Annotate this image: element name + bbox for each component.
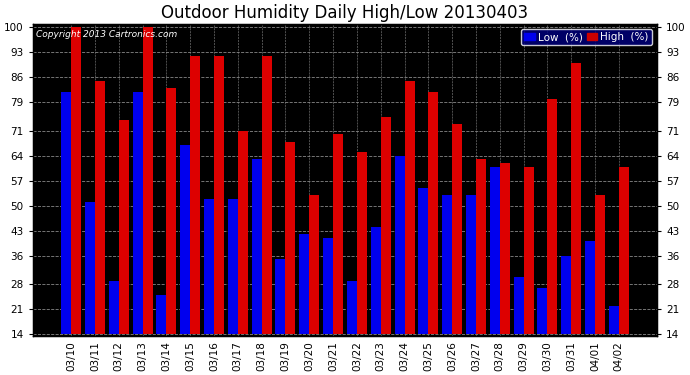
Bar xyxy=(299,234,309,334)
Bar xyxy=(381,117,391,334)
Bar xyxy=(395,156,404,334)
Legend: Low  (%), High  (%): Low (%), High (%) xyxy=(521,29,652,45)
Bar xyxy=(333,134,343,334)
Bar xyxy=(166,88,177,334)
Bar xyxy=(119,120,129,334)
Bar xyxy=(262,56,272,334)
Bar xyxy=(109,281,119,334)
Bar xyxy=(347,281,357,334)
Bar xyxy=(619,166,629,334)
Bar xyxy=(404,81,415,334)
Bar xyxy=(357,152,367,334)
Bar xyxy=(309,195,319,334)
Bar xyxy=(132,92,143,334)
Bar xyxy=(238,131,248,334)
Bar xyxy=(538,288,547,334)
Bar xyxy=(323,238,333,334)
Bar xyxy=(490,166,500,334)
Bar xyxy=(61,92,71,334)
Text: Copyright 2013 Cartronics.com: Copyright 2013 Cartronics.com xyxy=(36,30,177,39)
Bar xyxy=(500,163,510,334)
Bar xyxy=(214,56,224,334)
Bar xyxy=(452,124,462,334)
Bar xyxy=(286,141,295,334)
Bar xyxy=(85,202,95,334)
Bar xyxy=(228,199,238,334)
Bar xyxy=(190,56,200,334)
Bar xyxy=(252,159,262,334)
Bar xyxy=(71,27,81,334)
Bar xyxy=(275,260,286,334)
Bar xyxy=(585,242,595,334)
Bar xyxy=(428,92,438,334)
Bar xyxy=(157,295,166,334)
Bar xyxy=(513,277,524,334)
Bar xyxy=(561,256,571,334)
Bar xyxy=(180,145,190,334)
Bar xyxy=(595,195,605,334)
Bar xyxy=(143,27,152,334)
Bar xyxy=(476,159,486,334)
Bar xyxy=(442,195,452,334)
Bar xyxy=(418,188,428,334)
Bar xyxy=(609,306,619,334)
Title: Outdoor Humidity Daily High/Low 20130403: Outdoor Humidity Daily High/Low 20130403 xyxy=(161,4,529,22)
Bar xyxy=(466,195,476,334)
Bar xyxy=(524,166,533,334)
Bar xyxy=(204,199,214,334)
Bar xyxy=(95,81,105,334)
Bar xyxy=(547,99,558,334)
Bar xyxy=(371,227,381,334)
Bar xyxy=(571,63,581,334)
